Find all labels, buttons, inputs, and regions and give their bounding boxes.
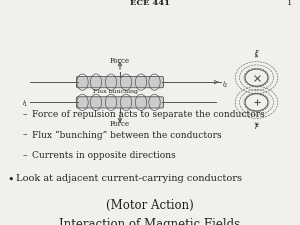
Text: –: – <box>22 151 27 160</box>
Text: Currents in opposite directions: Currents in opposite directions <box>32 151 175 160</box>
Text: Force: Force <box>110 119 130 128</box>
FancyBboxPatch shape <box>76 76 164 88</box>
Text: $i_1$: $i_1$ <box>22 99 28 109</box>
Text: –: – <box>22 130 27 140</box>
Text: 1: 1 <box>287 0 292 7</box>
Text: $i_2$: $i_2$ <box>222 80 229 90</box>
Text: Force: Force <box>110 57 130 65</box>
Text: (Motor Action): (Motor Action) <box>106 199 194 212</box>
Text: Force of repulsion acts to separate the conductors: Force of repulsion acts to separate the … <box>32 110 264 119</box>
Text: ECE 441: ECE 441 <box>130 0 170 7</box>
Text: F: F <box>254 124 259 130</box>
Text: Flux “bunching” between the conductors: Flux “bunching” between the conductors <box>32 130 221 140</box>
Text: Flux bunching: Flux bunching <box>93 89 138 94</box>
Text: Look at adjacent current-carrying conductors: Look at adjacent current-carrying conduc… <box>16 174 242 183</box>
Text: Interaction of Magnetic Fields: Interaction of Magnetic Fields <box>59 218 241 225</box>
FancyBboxPatch shape <box>76 97 164 108</box>
Text: F: F <box>254 50 259 56</box>
Text: •: • <box>8 174 14 184</box>
Text: –: – <box>22 110 27 119</box>
